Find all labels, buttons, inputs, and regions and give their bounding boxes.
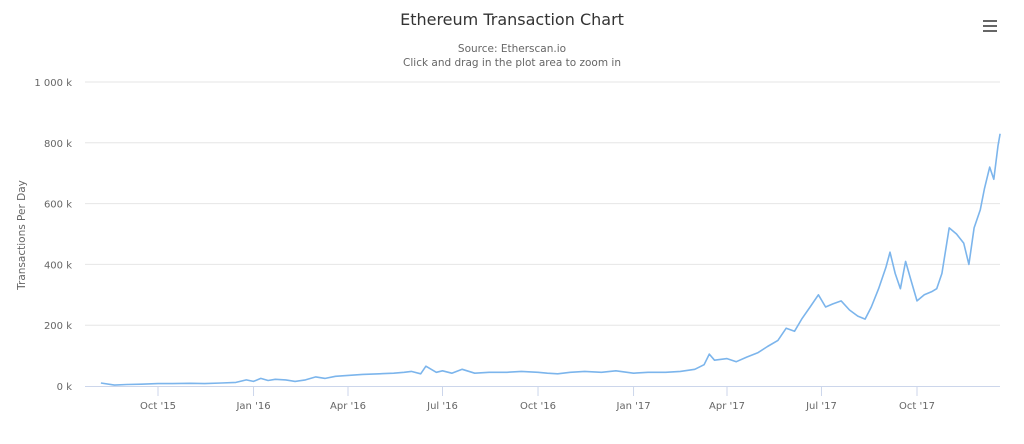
- x-tick-label: Jan '16: [235, 401, 270, 412]
- x-tick-label: Oct '16: [520, 401, 556, 412]
- x-axis: Oct '15 Jan '16 Apr '16 Jul '16 Oct '16 Jan '…: [85, 386, 1000, 412]
- x-tick-label: Oct '15: [140, 401, 176, 412]
- hamburger-menu-icon[interactable]: [980, 18, 1000, 34]
- series-line: [100, 133, 1001, 386]
- y-tick-label: 800 k: [44, 139, 72, 150]
- y-tick-label: 600 k: [44, 200, 72, 211]
- y-tick-label: 200 k: [44, 321, 72, 332]
- chart-title: Ethereum Transaction Chart: [400, 10, 624, 29]
- x-tick-label: Oct '17: [899, 401, 935, 412]
- y-tick-label: 1 000 k: [34, 78, 72, 89]
- chart-subtitle: Source: Etherscan.io Click and drag in t…: [0, 42, 1024, 70]
- y-axis-labels: 0 k 200 k 400 k 600 k 800 k 1 000 k: [34, 78, 72, 393]
- x-tick-label: Jan '17: [616, 401, 651, 412]
- x-tick-label: Apr '16: [330, 401, 366, 412]
- x-tick-label: Jul '16: [426, 401, 458, 412]
- y-tick-label: 0 k: [57, 382, 73, 393]
- zoom-hint-text: Click and drag in the plot area to zoom …: [403, 57, 621, 69]
- y-axis-title: Transactions Per Day: [16, 180, 28, 291]
- x-tick-label: Apr '17: [709, 401, 745, 412]
- gridlines: [85, 81, 1000, 326]
- y-tick-label: 400 k: [44, 260, 72, 271]
- x-tick-label: Jul '17: [805, 401, 837, 412]
- source-text: Source: Etherscan.io: [457, 43, 567, 55]
